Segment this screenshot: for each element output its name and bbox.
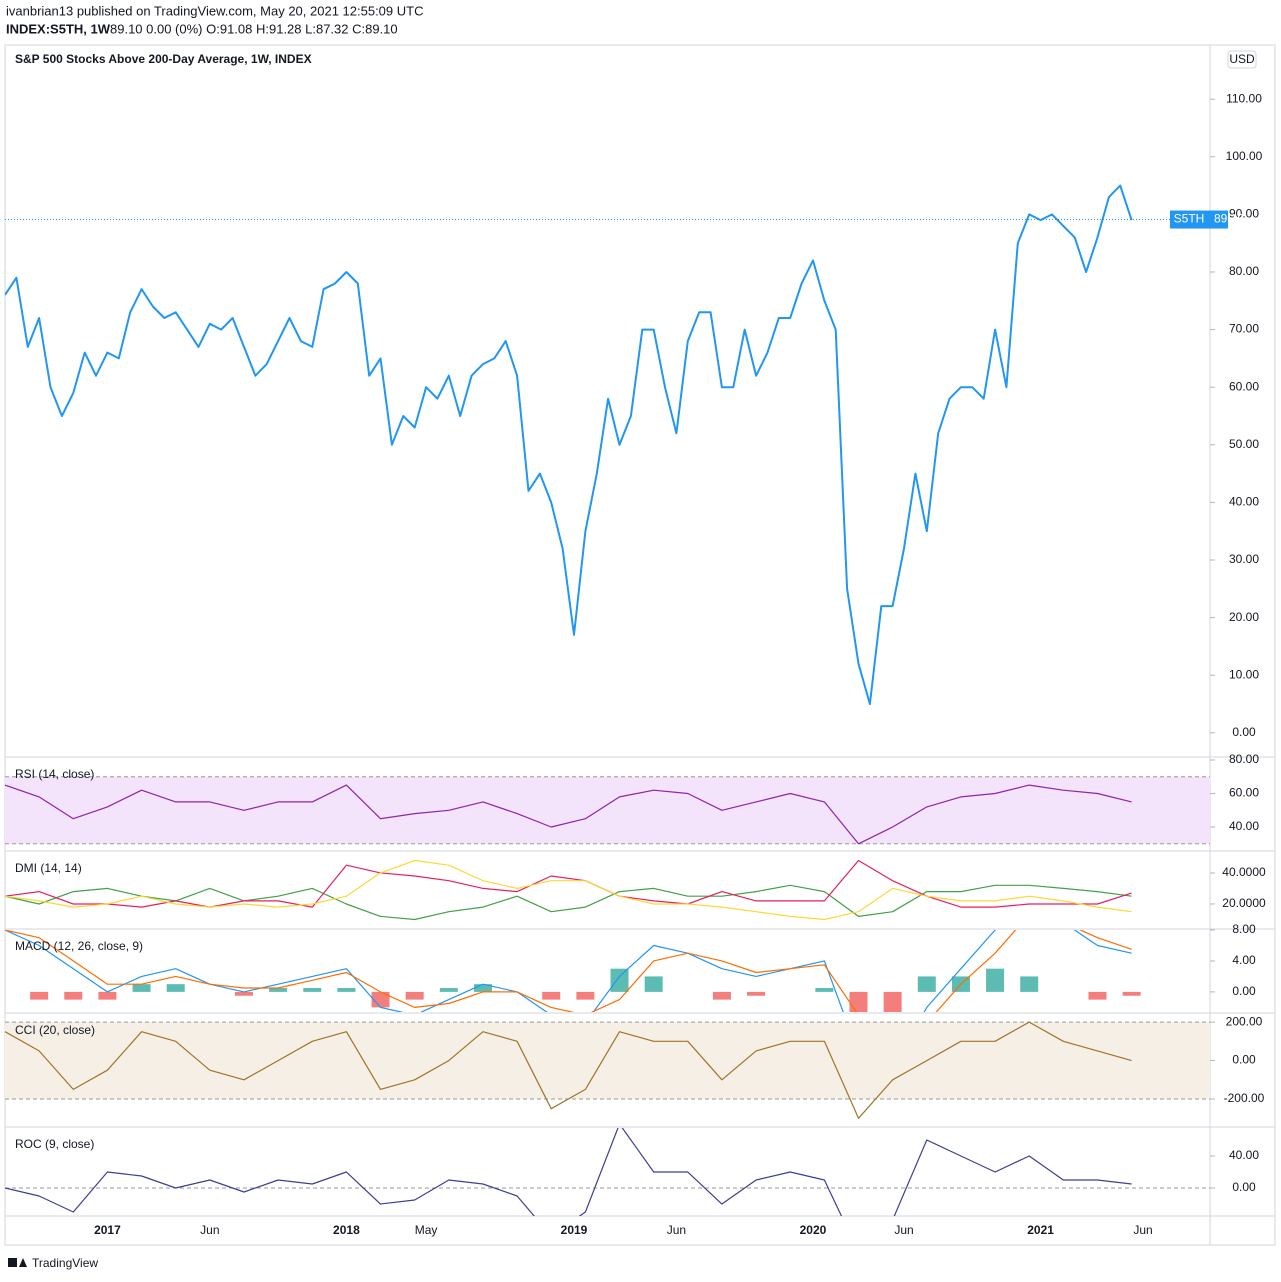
y-tick-label: 50.00 — [1229, 437, 1259, 451]
y-tick-label: 20.0000 — [1222, 896, 1266, 910]
histogram-bar — [473, 984, 492, 992]
y-tick-label: 200.00 — [1226, 1014, 1263, 1028]
series-line — [5, 184, 1133, 705]
y-tick-label: 4.00 — [1232, 953, 1256, 967]
currency: USD — [1229, 52, 1255, 66]
panel-title: ROC (9, close) — [15, 1137, 94, 1151]
y-tick-label: 70.00 — [1229, 322, 1259, 336]
x-tick-label: Jun — [894, 1223, 913, 1237]
y-tick-label: 0.00 — [1232, 1053, 1256, 1067]
ohlc: 89.10 0.00 (0%) O:91.08 H:91.28 L:87.32 … — [110, 21, 398, 36]
x-tick-label: Jun — [200, 1223, 219, 1237]
publisher-line: ivanbrian13 published on TradingView.com… — [6, 3, 423, 18]
histogram-bar — [1122, 991, 1141, 996]
panel — [5, 930, 1141, 1012]
last-price-box — [1170, 210, 1228, 229]
symbol-label: S5TH — [1174, 212, 1205, 226]
histogram-bar — [576, 991, 595, 1000]
y-tick-label: 40.00 — [1229, 819, 1259, 833]
histogram-bar — [166, 984, 185, 992]
y-tick-label: 60.00 — [1229, 786, 1259, 800]
y-tick-label: 80.00 — [1229, 752, 1259, 766]
frame — [4, 44, 1276, 1246]
histogram-bar — [439, 988, 458, 992]
histogram-bar — [64, 991, 83, 1000]
x-tick-label: 2021 — [1027, 1223, 1054, 1237]
histogram-bar — [98, 991, 117, 1000]
x-tick-label: May — [415, 1223, 438, 1237]
histogram-bar — [644, 976, 663, 992]
histogram-bar — [542, 991, 561, 1000]
histogram-bar — [234, 991, 253, 996]
series-line — [5, 930, 1132, 1012]
series-line — [5, 859, 1132, 921]
panel — [5, 1128, 1210, 1216]
histogram-bar — [610, 968, 629, 992]
symbol: INDEX:S5TH, 1W — [6, 21, 111, 36]
y-tick-label: 10.00 — [1229, 667, 1259, 681]
y-tick-label: 80.00 — [1229, 264, 1259, 278]
x-tick-label: 2020 — [800, 1223, 827, 1237]
brand-logo — [8, 1258, 27, 1267]
panel — [5, 184, 1133, 705]
panel-title: RSI (14, close) — [15, 767, 94, 781]
y-tick-label: 110.00 — [1226, 91, 1262, 105]
x-tick-label: Jun — [667, 1223, 686, 1237]
y-tick-label: 0.00 — [1232, 725, 1256, 739]
panel — [5, 776, 1210, 845]
y-tick-label: -200.00 — [1224, 1091, 1265, 1105]
panel — [5, 1021, 1210, 1119]
x-tick-label: Jun — [1133, 1223, 1152, 1237]
histogram-bar — [1088, 991, 1107, 1000]
y-tick-label: 40.00 — [1229, 495, 1259, 509]
y-tick-label: 30.00 — [1229, 552, 1259, 566]
y-tick-label: 8.00 — [1232, 922, 1256, 936]
band — [5, 1022, 1210, 1100]
series-line — [5, 930, 1132, 1012]
panel — [5, 859, 1132, 921]
histogram-bar — [337, 988, 356, 992]
histogram-bar — [815, 988, 834, 992]
histogram-bar — [712, 991, 731, 1000]
band — [5, 776, 1210, 844]
histogram-bar — [917, 976, 936, 992]
y-tick-label: 0.00 — [1232, 1180, 1256, 1194]
y-tick-label: 40.0000 — [1222, 865, 1266, 879]
histogram-bar — [269, 988, 288, 992]
currency-box — [1227, 50, 1257, 69]
y-tick-label: 20.00 — [1229, 610, 1259, 624]
y-tick-label: 60.00 — [1229, 379, 1259, 393]
brand: TradingView — [32, 1256, 98, 1270]
histogram-bar — [371, 991, 390, 1008]
series-line — [5, 884, 1132, 921]
histogram-bar — [849, 991, 868, 1012]
x-tick-label: 2017 — [94, 1223, 121, 1237]
panel-title: MACD (12, 26, close, 9) — [15, 939, 143, 953]
histogram-bar — [405, 991, 424, 1000]
last-price-label: 89.10 — [1214, 212, 1244, 226]
series-line — [5, 1128, 1132, 1216]
histogram-bar — [30, 991, 49, 1000]
histogram-bar — [132, 984, 151, 992]
y-tick-label: 40.00 — [1229, 1148, 1259, 1162]
histogram-bar — [303, 988, 322, 992]
y-tick-label: 90.00 — [1229, 207, 1259, 221]
series-line — [5, 784, 1132, 845]
histogram-bar — [747, 991, 766, 996]
series-line — [5, 859, 1132, 908]
y-tick-label: 0.00 — [1232, 984, 1256, 998]
series-line — [5, 1021, 1132, 1119]
panel-title: S&P 500 Stocks Above 200-Day Average, 1W… — [15, 52, 312, 66]
x-tick-label: 2018 — [333, 1223, 360, 1237]
panel-title: CCI (20, close) — [15, 1023, 95, 1037]
panel-title: DMI (14, 14) — [15, 861, 82, 875]
histogram-bar — [883, 991, 902, 1012]
histogram-bar — [986, 968, 1005, 992]
y-tick-label: 100.00 — [1226, 149, 1263, 163]
x-tick-label: 2019 — [561, 1223, 588, 1237]
histogram-bar — [1020, 976, 1039, 992]
